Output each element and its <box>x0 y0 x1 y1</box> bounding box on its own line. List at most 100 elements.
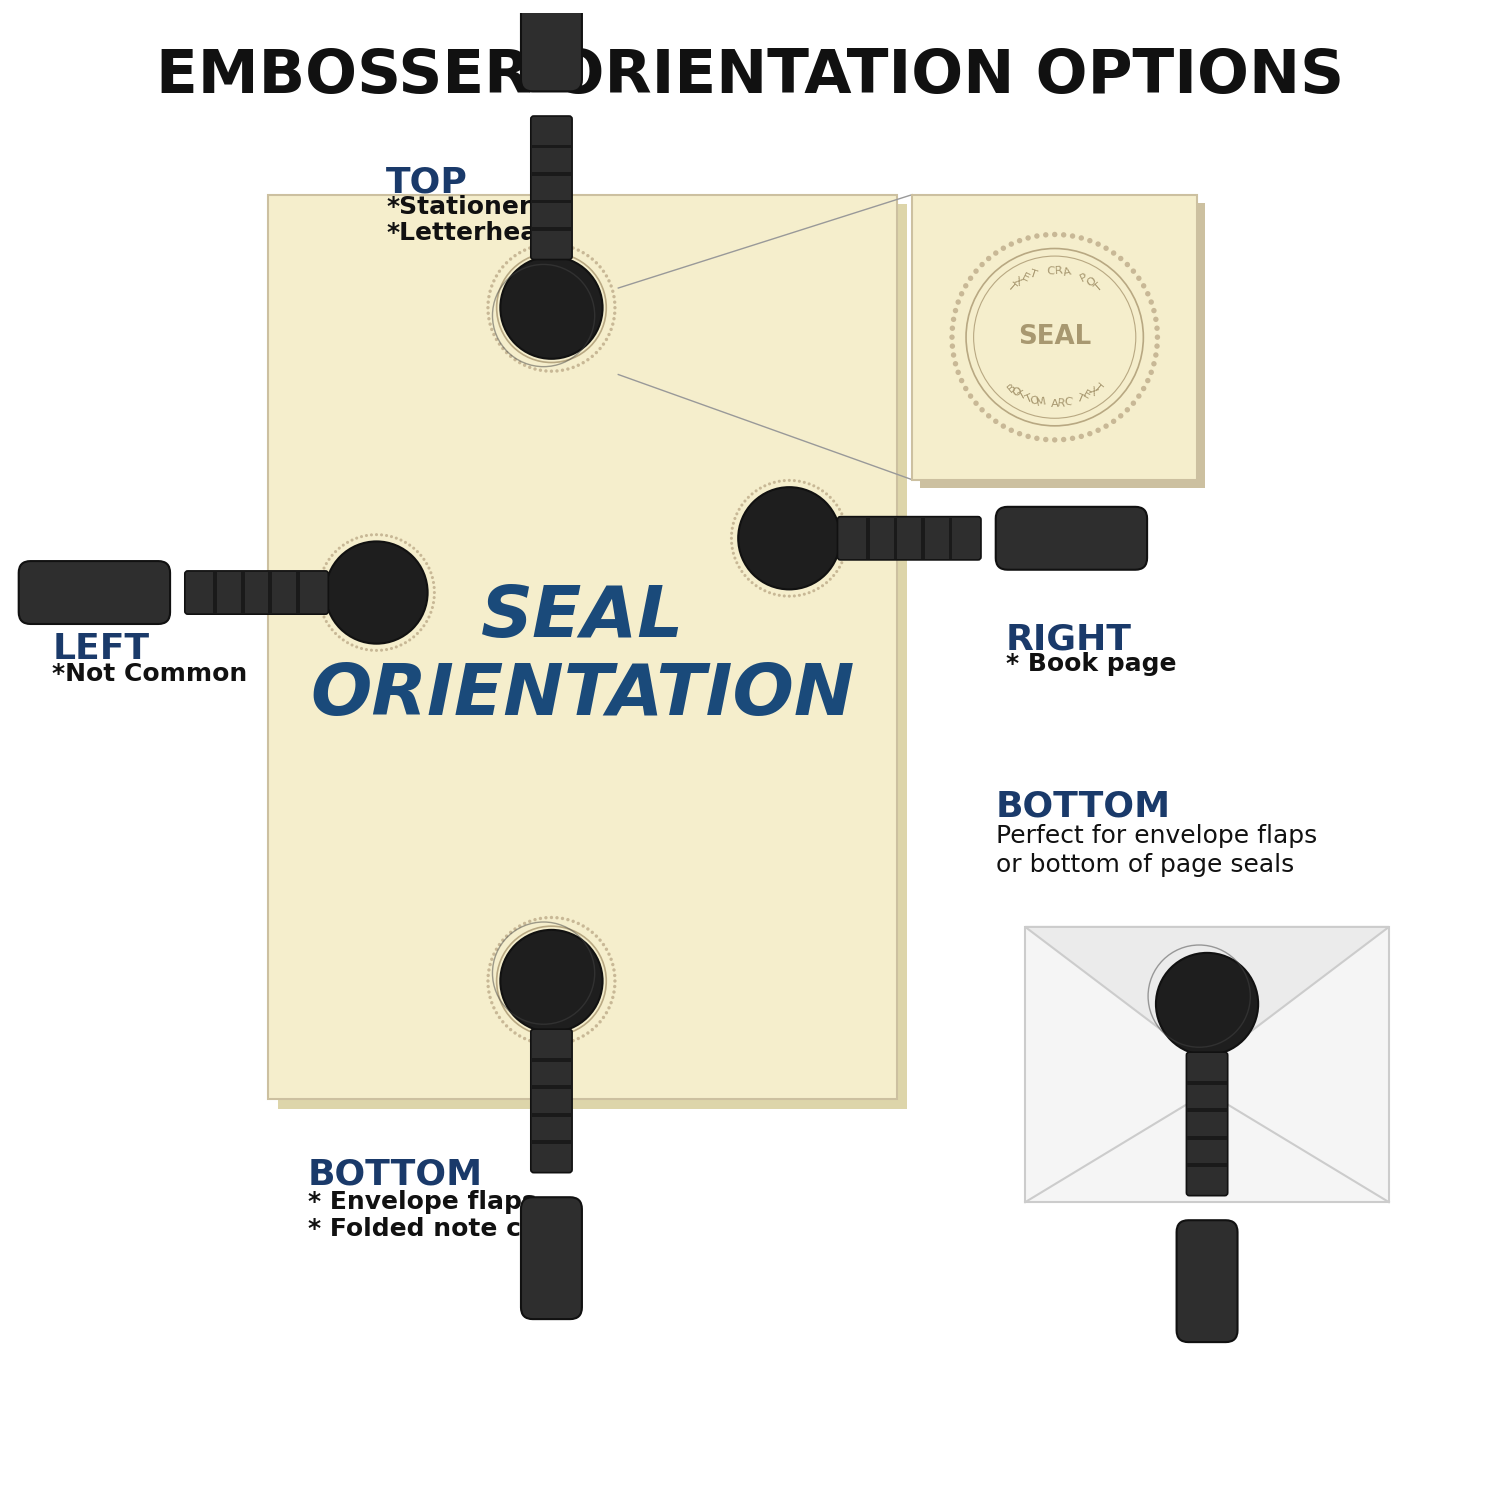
Circle shape <box>432 586 435 590</box>
Text: * Folded note cards: * Folded note cards <box>308 1216 582 1240</box>
Circle shape <box>974 268 978 274</box>
Circle shape <box>495 338 498 340</box>
Circle shape <box>327 558 330 561</box>
Circle shape <box>582 924 585 927</box>
Text: B: B <box>520 1008 530 1017</box>
Text: T: T <box>574 1008 582 1016</box>
Text: E: E <box>1020 272 1031 284</box>
Circle shape <box>318 602 321 604</box>
Circle shape <box>555 369 558 372</box>
Circle shape <box>318 580 321 584</box>
Circle shape <box>839 566 842 568</box>
Circle shape <box>602 270 604 273</box>
Circle shape <box>1144 291 1150 297</box>
Circle shape <box>730 548 734 550</box>
Text: A: A <box>549 1019 554 1025</box>
Circle shape <box>1131 400 1136 406</box>
Circle shape <box>604 338 608 340</box>
Circle shape <box>320 606 322 609</box>
FancyBboxPatch shape <box>184 572 328 614</box>
Bar <box>532 1084 572 1089</box>
Circle shape <box>1176 1022 1178 1023</box>
Text: O: O <box>570 942 578 951</box>
Circle shape <box>1239 992 1242 993</box>
Circle shape <box>488 296 490 298</box>
Bar <box>1024 927 1389 1202</box>
Circle shape <box>1112 419 1116 424</box>
Circle shape <box>844 526 847 530</box>
Circle shape <box>732 522 735 525</box>
Circle shape <box>1008 242 1014 248</box>
Circle shape <box>735 513 738 516</box>
FancyBboxPatch shape <box>531 1029 572 1173</box>
Circle shape <box>1224 972 1226 974</box>
Text: R: R <box>790 573 795 579</box>
Circle shape <box>318 596 321 598</box>
Circle shape <box>1176 986 1178 987</box>
Text: T: T <box>1197 980 1202 986</box>
Circle shape <box>1172 994 1173 996</box>
Circle shape <box>610 290 615 292</box>
Circle shape <box>576 363 580 368</box>
Text: T: T <box>350 561 355 567</box>
Circle shape <box>730 542 734 544</box>
Circle shape <box>518 924 522 927</box>
Circle shape <box>1221 1035 1222 1036</box>
Circle shape <box>1186 1032 1188 1034</box>
Circle shape <box>1173 992 1174 993</box>
Circle shape <box>1180 1028 1184 1030</box>
Circle shape <box>968 276 974 280</box>
Circle shape <box>846 531 849 536</box>
Text: X: X <box>765 504 772 510</box>
Circle shape <box>327 624 330 627</box>
Text: R: R <box>1206 978 1210 984</box>
Circle shape <box>524 363 526 368</box>
Text: O: O <box>1011 386 1023 399</box>
Text: C: C <box>1064 396 1072 408</box>
Circle shape <box>1203 1038 1204 1041</box>
Circle shape <box>614 980 616 982</box>
Text: T: T <box>1092 382 1104 394</box>
Circle shape <box>566 244 570 248</box>
Circle shape <box>741 570 744 573</box>
Circle shape <box>604 948 608 951</box>
Text: E: E <box>1215 1022 1221 1028</box>
Text: R: R <box>554 1019 558 1025</box>
Circle shape <box>608 1007 610 1010</box>
Text: T: T <box>536 266 542 273</box>
Circle shape <box>326 620 328 622</box>
Circle shape <box>544 369 548 372</box>
Text: T: T <box>532 1016 538 1023</box>
Circle shape <box>338 636 340 639</box>
Circle shape <box>430 606 433 609</box>
Circle shape <box>747 496 750 500</box>
Circle shape <box>489 996 492 999</box>
Circle shape <box>390 536 393 538</box>
Circle shape <box>572 1040 574 1042</box>
Text: P: P <box>390 556 396 562</box>
Text: O: O <box>525 338 532 345</box>
Text: X: X <box>572 338 579 345</box>
Bar <box>278 204 908 1108</box>
Text: T: T <box>810 564 816 570</box>
Circle shape <box>488 316 490 321</box>
Text: E: E <box>357 555 363 562</box>
Circle shape <box>1125 262 1130 267</box>
Circle shape <box>813 590 816 592</box>
Circle shape <box>732 552 735 555</box>
Circle shape <box>351 538 354 542</box>
Circle shape <box>594 351 598 354</box>
Text: M: M <box>1035 396 1047 408</box>
Circle shape <box>322 567 326 570</box>
Circle shape <box>356 537 358 540</box>
Text: P: P <box>802 501 808 507</box>
Bar <box>865 518 870 560</box>
Text: R: R <box>554 345 558 352</box>
Circle shape <box>950 326 956 332</box>
Circle shape <box>490 285 494 288</box>
Text: X: X <box>1216 1020 1222 1026</box>
Circle shape <box>518 362 522 364</box>
Bar <box>296 572 300 614</box>
Circle shape <box>993 419 999 424</box>
Circle shape <box>594 1024 598 1028</box>
